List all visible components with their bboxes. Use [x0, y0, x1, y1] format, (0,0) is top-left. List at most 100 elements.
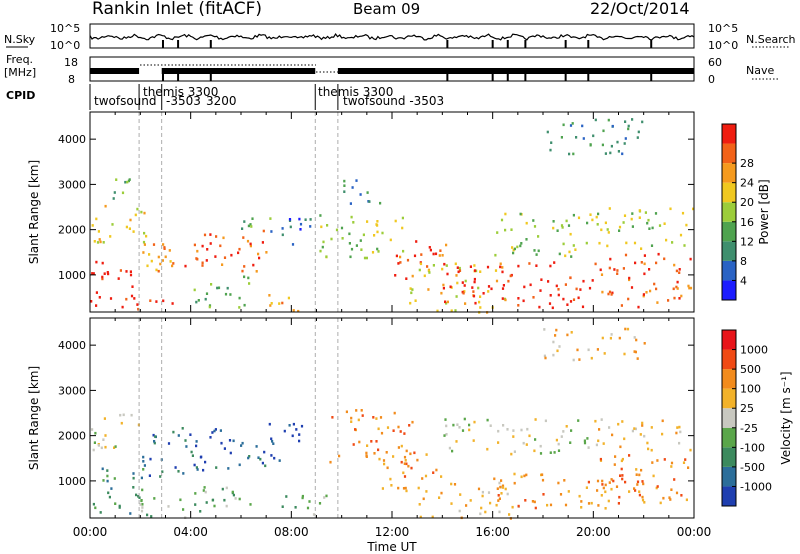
echo-cell [241, 269, 244, 273]
echo-cell [281, 227, 284, 230]
echo-cell [228, 439, 232, 442]
echo-cell [154, 435, 157, 438]
echo-cell [431, 515, 434, 519]
echo-cell [354, 428, 357, 431]
echo-cell [497, 429, 500, 433]
echo-cell [142, 468, 145, 471]
echo-cell [563, 479, 566, 482]
echo-cell [673, 296, 676, 300]
echo-cell [501, 266, 504, 269]
echo-cell [102, 438, 105, 441]
echo-cell [577, 419, 580, 422]
echo-cell [481, 490, 484, 494]
echo-cell [566, 303, 569, 306]
colorbar-frame [721, 329, 737, 507]
echo-cell [631, 118, 634, 121]
echo-cell [535, 264, 538, 267]
echo-cell [602, 442, 605, 445]
echo-cell [623, 352, 626, 356]
echo-cell [685, 223, 688, 227]
echo-cell [667, 299, 670, 302]
echo-cell [130, 413, 133, 417]
echo-cell [618, 495, 621, 499]
echo-cell [591, 218, 594, 222]
echo-cell [399, 430, 402, 433]
echo-cell [181, 427, 184, 430]
colorbar-segment [722, 260, 736, 281]
echo-cell [415, 240, 418, 243]
echo-cell [161, 259, 164, 262]
echo-cell [627, 297, 630, 301]
echo-cell [355, 409, 358, 412]
time-tick-label: 08:00 [274, 525, 309, 539]
echo-cell [348, 232, 351, 236]
echo-cell [424, 474, 428, 478]
echo-cell [509, 274, 512, 278]
echo-cell [403, 455, 407, 459]
echo-cell [471, 286, 474, 289]
echo-cell [643, 254, 646, 257]
echo-cell [298, 439, 301, 443]
echo-cell [468, 423, 471, 427]
echo-cell [643, 262, 646, 266]
echo-cell [325, 494, 328, 498]
echo-cell [642, 294, 645, 298]
echo-cell [153, 440, 156, 443]
echo-cell [404, 486, 407, 490]
echo-cell [614, 455, 617, 458]
echo-cell [148, 474, 151, 477]
echo-cell [106, 479, 109, 483]
echo-cell [525, 221, 528, 225]
echo-cell [366, 444, 369, 447]
cpid-label: CPID [6, 89, 35, 102]
echo-cell [379, 416, 383, 419]
echo-cell [108, 495, 111, 499]
echo-cell [587, 502, 591, 505]
echo-cell [411, 274, 414, 278]
echo-cell [371, 251, 375, 254]
echo-cell [464, 279, 467, 283]
y-tick-label: 4000 [58, 339, 86, 352]
echo-cell [663, 458, 666, 461]
echo-cell [601, 479, 604, 483]
echo-cell [469, 265, 472, 268]
echo-cell [205, 259, 208, 262]
echo-cell [122, 413, 125, 417]
echo-cell [572, 213, 575, 217]
echo-cell [580, 500, 583, 503]
echo-cell [171, 302, 174, 305]
echo-cell [504, 298, 507, 302]
echo-cell [635, 473, 638, 476]
echo-cell [351, 186, 354, 189]
echo-cell [149, 299, 152, 302]
echo-cell [636, 480, 640, 484]
echo-cell [594, 419, 597, 423]
echo-cell [589, 213, 592, 216]
echo-cell [140, 509, 144, 513]
echo-cell [262, 229, 265, 233]
colorbar-segment [722, 143, 736, 164]
echo-cell [365, 455, 368, 458]
echo-cell [604, 507, 607, 510]
echo-cell [596, 489, 599, 492]
echo-cell [113, 477, 116, 480]
echo-cell [564, 254, 567, 258]
echo-cell [630, 217, 633, 221]
echo-cell [157, 255, 160, 259]
echo-cell [129, 512, 132, 515]
echo-cell [650, 244, 654, 247]
echo-cell [343, 184, 346, 187]
echo-cell [455, 295, 458, 298]
echo-cell [692, 207, 695, 211]
echo-cell [455, 274, 458, 277]
echo-cell [572, 358, 575, 362]
echo-cell [373, 234, 376, 237]
echo-cell [411, 420, 414, 424]
echo-cell [501, 270, 504, 274]
echo-cell [464, 302, 467, 305]
echo-cell [575, 136, 578, 139]
echo-cell [99, 511, 102, 514]
echo-cell [413, 254, 417, 258]
power-colorbar-label: Power [dB] [757, 179, 771, 244]
noise-right-tick-top: 10^5 [708, 22, 738, 35]
